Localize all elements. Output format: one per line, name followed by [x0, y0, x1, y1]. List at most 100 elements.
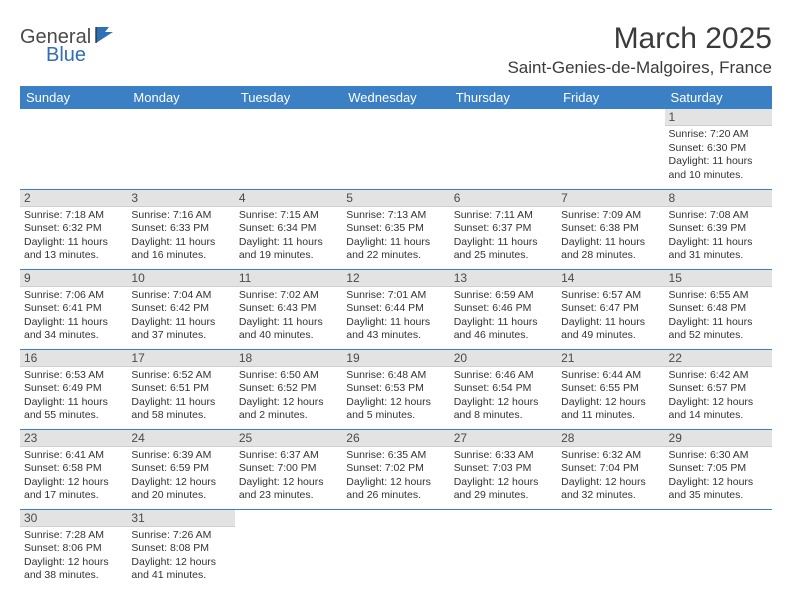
calendar-cell: 21Sunrise: 6:44 AMSunset: 6:55 PMDayligh… — [557, 349, 664, 429]
header: General March 2025 Saint-Genies-de-Malgo… — [20, 22, 772, 78]
day-details: Sunrise: 7:15 AMSunset: 6:34 PMDaylight:… — [235, 207, 342, 268]
day-d2: and 16 minutes. — [131, 249, 230, 263]
day-d2: and 37 minutes. — [131, 329, 230, 343]
calendar-cell: 5Sunrise: 7:13 AMSunset: 6:35 PMDaylight… — [342, 189, 449, 269]
day-d2: and 20 minutes. — [131, 489, 230, 503]
weekday-header: Monday — [127, 86, 234, 109]
day-sr: Sunrise: 6:46 AM — [454, 369, 553, 383]
day-number: 16 — [20, 350, 127, 367]
day-sr: Sunrise: 7:13 AM — [346, 209, 445, 223]
day-sr: Sunrise: 7:04 AM — [131, 289, 230, 303]
day-sr: Sunrise: 7:09 AM — [561, 209, 660, 223]
day-d2: and 43 minutes. — [346, 329, 445, 343]
day-number: 20 — [450, 350, 557, 367]
day-d1: Daylight: 12 hours — [561, 396, 660, 410]
calendar-cell — [235, 109, 342, 189]
day-d1: Daylight: 11 hours — [24, 396, 123, 410]
calendar-cell — [450, 509, 557, 589]
calendar-cell: 27Sunrise: 6:33 AMSunset: 7:03 PMDayligh… — [450, 429, 557, 509]
calendar-row: 30Sunrise: 7:28 AMSunset: 8:06 PMDayligh… — [20, 509, 772, 589]
day-d2: and 46 minutes. — [454, 329, 553, 343]
day-sr: Sunrise: 7:08 AM — [669, 209, 768, 223]
day-d1: Daylight: 12 hours — [346, 476, 445, 490]
calendar-cell — [20, 109, 127, 189]
day-ss: Sunset: 6:37 PM — [454, 222, 553, 236]
day-d2: and 2 minutes. — [239, 409, 338, 423]
day-d1: Daylight: 12 hours — [561, 476, 660, 490]
day-details: Sunrise: 6:37 AMSunset: 7:00 PMDaylight:… — [235, 447, 342, 508]
day-number: 31 — [127, 510, 234, 527]
calendar-cell: 30Sunrise: 7:28 AMSunset: 8:06 PMDayligh… — [20, 509, 127, 589]
day-details: Sunrise: 6:52 AMSunset: 6:51 PMDaylight:… — [127, 367, 234, 428]
calendar-row: 1Sunrise: 7:20 AMSunset: 6:30 PMDaylight… — [20, 109, 772, 189]
day-d2: and 58 minutes. — [131, 409, 230, 423]
calendar-cell: 31Sunrise: 7:26 AMSunset: 8:08 PMDayligh… — [127, 509, 234, 589]
day-d2: and 13 minutes. — [24, 249, 123, 263]
day-number: 12 — [342, 270, 449, 287]
day-number: 21 — [557, 350, 664, 367]
day-ss: Sunset: 6:35 PM — [346, 222, 445, 236]
day-d1: Daylight: 12 hours — [239, 476, 338, 490]
calendar-cell: 15Sunrise: 6:55 AMSunset: 6:48 PMDayligh… — [665, 269, 772, 349]
day-sr: Sunrise: 7:18 AM — [24, 209, 123, 223]
day-number: 25 — [235, 430, 342, 447]
title-block: March 2025 Saint-Genies-de-Malgoires, Fr… — [507, 22, 772, 78]
calendar-cell: 23Sunrise: 6:41 AMSunset: 6:58 PMDayligh… — [20, 429, 127, 509]
calendar-cell: 24Sunrise: 6:39 AMSunset: 6:59 PMDayligh… — [127, 429, 234, 509]
day-d1: Daylight: 12 hours — [24, 556, 123, 570]
calendar-cell: 4Sunrise: 7:15 AMSunset: 6:34 PMDaylight… — [235, 189, 342, 269]
day-ss: Sunset: 6:32 PM — [24, 222, 123, 236]
day-d2: and 25 minutes. — [454, 249, 553, 263]
day-ss: Sunset: 6:48 PM — [669, 302, 768, 316]
calendar-cell — [665, 509, 772, 589]
day-d2: and 49 minutes. — [561, 329, 660, 343]
calendar-cell: 14Sunrise: 6:57 AMSunset: 6:47 PMDayligh… — [557, 269, 664, 349]
day-sr: Sunrise: 7:16 AM — [131, 209, 230, 223]
day-d1: Daylight: 12 hours — [131, 476, 230, 490]
calendar-cell: 28Sunrise: 6:32 AMSunset: 7:04 PMDayligh… — [557, 429, 664, 509]
day-d1: Daylight: 12 hours — [669, 476, 768, 490]
day-d2: and 10 minutes. — [669, 169, 768, 183]
day-d2: and 29 minutes. — [454, 489, 553, 503]
day-number: 5 — [342, 190, 449, 207]
day-details: Sunrise: 7:11 AMSunset: 6:37 PMDaylight:… — [450, 207, 557, 268]
day-sr: Sunrise: 7:15 AM — [239, 209, 338, 223]
calendar-cell — [127, 109, 234, 189]
day-details: Sunrise: 6:32 AMSunset: 7:04 PMDaylight:… — [557, 447, 664, 508]
day-sr: Sunrise: 6:52 AM — [131, 369, 230, 383]
day-number: 15 — [665, 270, 772, 287]
day-ss: Sunset: 7:00 PM — [239, 462, 338, 476]
day-d2: and 19 minutes. — [239, 249, 338, 263]
day-details: Sunrise: 7:08 AMSunset: 6:39 PMDaylight:… — [665, 207, 772, 268]
day-sr: Sunrise: 6:55 AM — [669, 289, 768, 303]
day-d1: Daylight: 12 hours — [454, 476, 553, 490]
day-ss: Sunset: 6:57 PM — [669, 382, 768, 396]
day-sr: Sunrise: 7:20 AM — [669, 128, 768, 142]
day-sr: Sunrise: 6:53 AM — [24, 369, 123, 383]
day-d1: Daylight: 11 hours — [24, 316, 123, 330]
day-d2: and 55 minutes. — [24, 409, 123, 423]
calendar-cell: 11Sunrise: 7:02 AMSunset: 6:43 PMDayligh… — [235, 269, 342, 349]
day-d1: Daylight: 11 hours — [346, 316, 445, 330]
day-d1: Daylight: 11 hours — [669, 155, 768, 169]
day-d1: Daylight: 12 hours — [346, 396, 445, 410]
day-d1: Daylight: 11 hours — [454, 236, 553, 250]
calendar-cell — [235, 509, 342, 589]
day-d2: and 31 minutes. — [669, 249, 768, 263]
day-number: 18 — [235, 350, 342, 367]
weekday-header: Tuesday — [235, 86, 342, 109]
calendar-row: 2Sunrise: 7:18 AMSunset: 6:32 PMDaylight… — [20, 189, 772, 269]
day-details: Sunrise: 7:28 AMSunset: 8:06 PMDaylight:… — [20, 527, 127, 588]
day-d1: Daylight: 11 hours — [239, 236, 338, 250]
calendar-row: 16Sunrise: 6:53 AMSunset: 6:49 PMDayligh… — [20, 349, 772, 429]
logo-text-blue: Blue — [46, 44, 86, 66]
day-d1: Daylight: 12 hours — [239, 396, 338, 410]
calendar-cell — [342, 109, 449, 189]
day-d1: Daylight: 12 hours — [669, 396, 768, 410]
day-details: Sunrise: 6:35 AMSunset: 7:02 PMDaylight:… — [342, 447, 449, 508]
day-details: Sunrise: 6:55 AMSunset: 6:48 PMDaylight:… — [665, 287, 772, 348]
day-ss: Sunset: 6:51 PM — [131, 382, 230, 396]
day-ss: Sunset: 6:42 PM — [131, 302, 230, 316]
calendar-cell: 29Sunrise: 6:30 AMSunset: 7:05 PMDayligh… — [665, 429, 772, 509]
day-number: 30 — [20, 510, 127, 527]
